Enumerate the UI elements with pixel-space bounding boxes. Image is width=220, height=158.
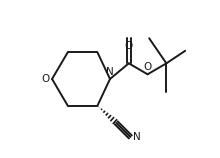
Text: N: N xyxy=(106,67,114,77)
Text: N: N xyxy=(134,132,141,142)
Text: O: O xyxy=(125,41,133,51)
Text: O: O xyxy=(143,62,152,72)
Text: O: O xyxy=(41,74,49,84)
